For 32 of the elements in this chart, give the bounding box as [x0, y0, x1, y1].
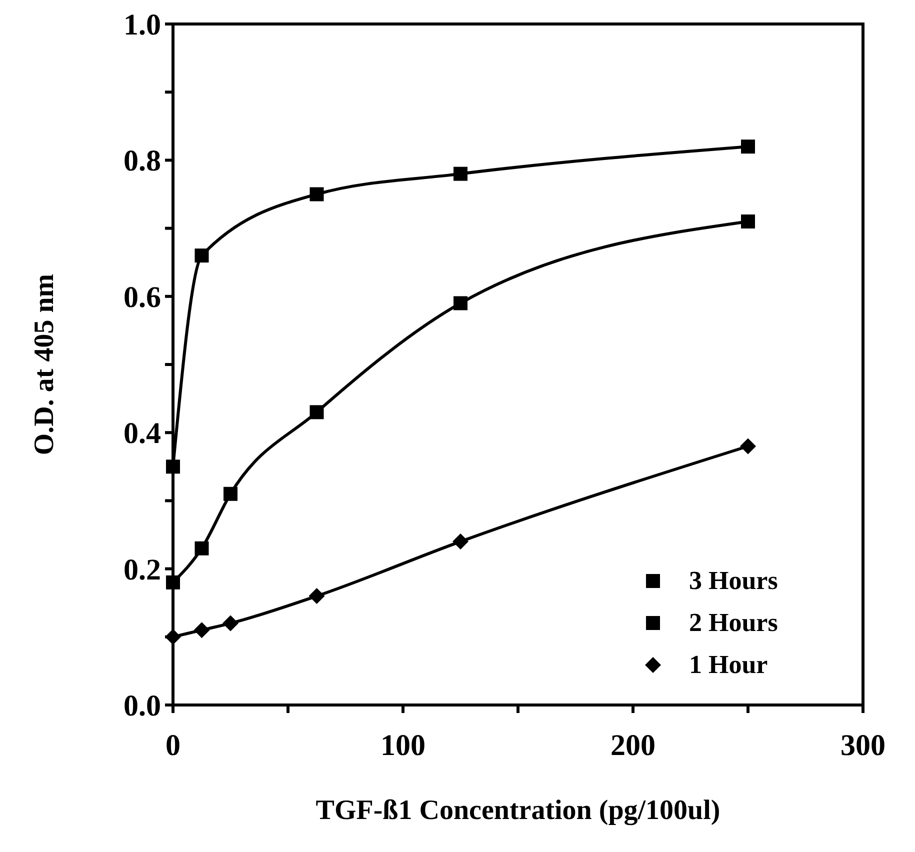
point [222, 615, 238, 632]
x-axis-title: TGF-ß1 Concentration (pg/100ul) [316, 795, 720, 826]
point [194, 541, 209, 556]
legend-label: 2 Hours [689, 608, 778, 637]
point [741, 140, 755, 154]
y-tick-label: 0.4 [124, 417, 161, 450]
point [166, 460, 180, 474]
x-tick-label: 200 [610, 729, 656, 762]
point [741, 214, 755, 228]
point [165, 628, 181, 645]
legend-label: 1 Hour [689, 650, 768, 679]
point [194, 622, 210, 638]
y-tick-label: 0.0 [124, 690, 161, 722]
point [454, 166, 468, 181]
x-tick-label: 300 [840, 729, 886, 762]
y-tick-label: 0.6 [124, 280, 161, 314]
x-tick-label: 0 [166, 729, 180, 762]
point [224, 486, 238, 501]
point [454, 296, 468, 310]
point [308, 588, 325, 604]
y-tick-label: 0.2 [124, 553, 161, 586]
y-tick-label: 0.8 [124, 144, 161, 178]
point [452, 534, 468, 550]
y-tick-label: 1.0 [124, 8, 161, 42]
point [740, 438, 756, 454]
legend-label: 3 Hours [689, 566, 778, 595]
y-axis-title: O.D. at 405 nm [29, 274, 60, 456]
x-tick-label: 100 [380, 729, 426, 762]
point [194, 248, 209, 263]
point [310, 187, 324, 202]
point [310, 405, 324, 420]
point [166, 575, 180, 590]
